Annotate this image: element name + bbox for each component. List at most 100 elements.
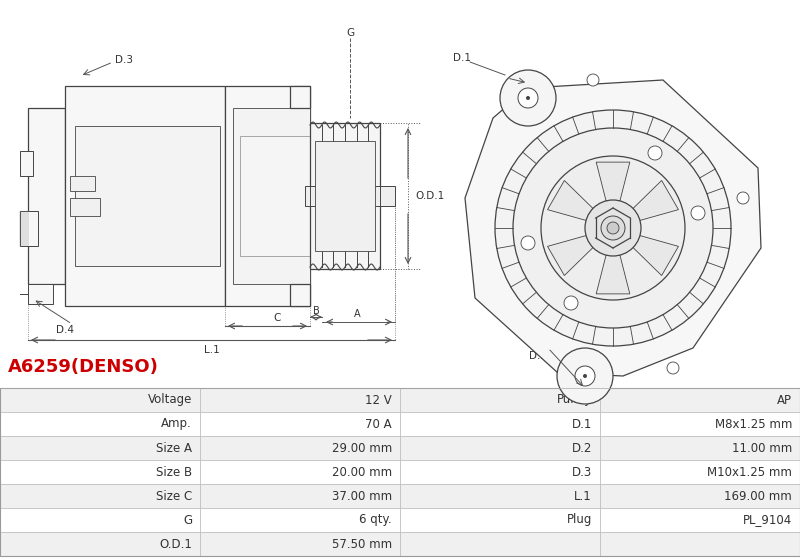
Text: 11.00 mm: 11.00 mm [732, 441, 792, 455]
Text: Pulley: Pulley [557, 393, 592, 406]
Circle shape [495, 110, 731, 346]
Bar [240, 136, 310, 256]
Text: 12 V: 12 V [366, 393, 392, 406]
Bar [20, 151, 33, 176]
Text: 57.50 mm: 57.50 mm [332, 537, 392, 551]
Circle shape [458, 73, 768, 383]
Bar [233, 108, 310, 284]
Bar [0, 436, 200, 460]
Text: 37.00 mm: 37.00 mm [332, 489, 392, 503]
Text: L.1: L.1 [574, 489, 592, 503]
Bar [70, 198, 100, 216]
Text: PL_9104: PL_9104 [742, 513, 792, 527]
Bar [0, 484, 200, 508]
Bar [200, 532, 400, 556]
Text: O.D.1: O.D.1 [159, 537, 192, 551]
Text: Size C: Size C [156, 489, 192, 503]
Polygon shape [596, 255, 630, 294]
Text: C: C [274, 313, 281, 323]
Bar [200, 388, 400, 412]
Text: D.2: D.2 [529, 351, 547, 361]
Text: Amp.: Amp. [162, 417, 192, 431]
Text: M8x1.25 mm: M8x1.25 mm [714, 417, 792, 431]
Polygon shape [465, 80, 761, 376]
Polygon shape [547, 235, 593, 276]
Bar [600, 460, 800, 484]
Bar [225, 86, 310, 306]
Bar [400, 532, 600, 556]
Circle shape [601, 216, 625, 240]
Bar [400, 508, 600, 532]
Circle shape [583, 374, 587, 378]
Bar [70, 176, 95, 191]
Text: 29.00 mm: 29.00 mm [332, 441, 392, 455]
Bar [400, 388, 600, 412]
Bar [600, 436, 800, 460]
Circle shape [521, 236, 535, 250]
Bar [0, 532, 200, 556]
Bar [65, 86, 225, 306]
Text: Size B: Size B [156, 465, 192, 479]
Bar [200, 436, 400, 460]
Text: L.1: L.1 [204, 345, 219, 355]
Bar [0, 508, 200, 532]
Circle shape [691, 206, 705, 220]
Bar [310, 123, 380, 269]
Text: A: A [354, 309, 361, 319]
Text: 169.00 mm: 169.00 mm [724, 489, 792, 503]
Text: G: G [346, 28, 354, 38]
Bar [400, 460, 600, 484]
Circle shape [557, 348, 613, 404]
Circle shape [518, 88, 538, 108]
Bar [0, 412, 200, 436]
Polygon shape [547, 180, 593, 220]
Bar [200, 412, 400, 436]
Circle shape [667, 362, 679, 374]
Circle shape [607, 222, 619, 234]
Text: D.3: D.3 [115, 55, 133, 65]
Text: 6 qty.: 6 qty. [359, 513, 392, 527]
Circle shape [526, 96, 530, 100]
Bar [600, 508, 800, 532]
Bar [600, 532, 800, 556]
Text: Plug: Plug [566, 513, 592, 527]
Bar [600, 484, 800, 508]
Text: B: B [313, 306, 319, 316]
Polygon shape [633, 180, 678, 220]
Circle shape [500, 70, 556, 126]
Circle shape [513, 128, 713, 328]
Bar [315, 141, 375, 251]
Bar [305, 186, 395, 206]
Bar [600, 388, 800, 412]
Bar [200, 460, 400, 484]
Circle shape [648, 146, 662, 160]
Bar [600, 412, 800, 436]
Bar [20, 211, 38, 246]
Text: M10x1.25 mm: M10x1.25 mm [707, 465, 792, 479]
Bar [0, 460, 200, 484]
Text: G: G [183, 513, 192, 527]
Circle shape [564, 296, 578, 310]
Text: D.3: D.3 [572, 465, 592, 479]
Bar [200, 484, 400, 508]
Text: 20.00 mm: 20.00 mm [332, 465, 392, 479]
Text: D.4: D.4 [56, 325, 74, 335]
Text: D.1: D.1 [453, 53, 471, 63]
Text: O.D.1: O.D.1 [415, 191, 444, 201]
Bar [290, 284, 310, 306]
Bar [28, 284, 53, 304]
Bar [400, 412, 600, 436]
Bar [200, 508, 400, 532]
Bar [75, 126, 220, 266]
Polygon shape [633, 235, 678, 276]
Bar [290, 86, 310, 108]
Polygon shape [596, 162, 630, 201]
Circle shape [737, 192, 749, 204]
Bar [400, 436, 600, 460]
Circle shape [587, 74, 599, 86]
Circle shape [585, 200, 641, 256]
Text: AP: AP [777, 393, 792, 406]
Bar [0, 388, 200, 412]
Text: D.1: D.1 [572, 417, 592, 431]
Text: A6259(DENSO): A6259(DENSO) [8, 358, 159, 376]
